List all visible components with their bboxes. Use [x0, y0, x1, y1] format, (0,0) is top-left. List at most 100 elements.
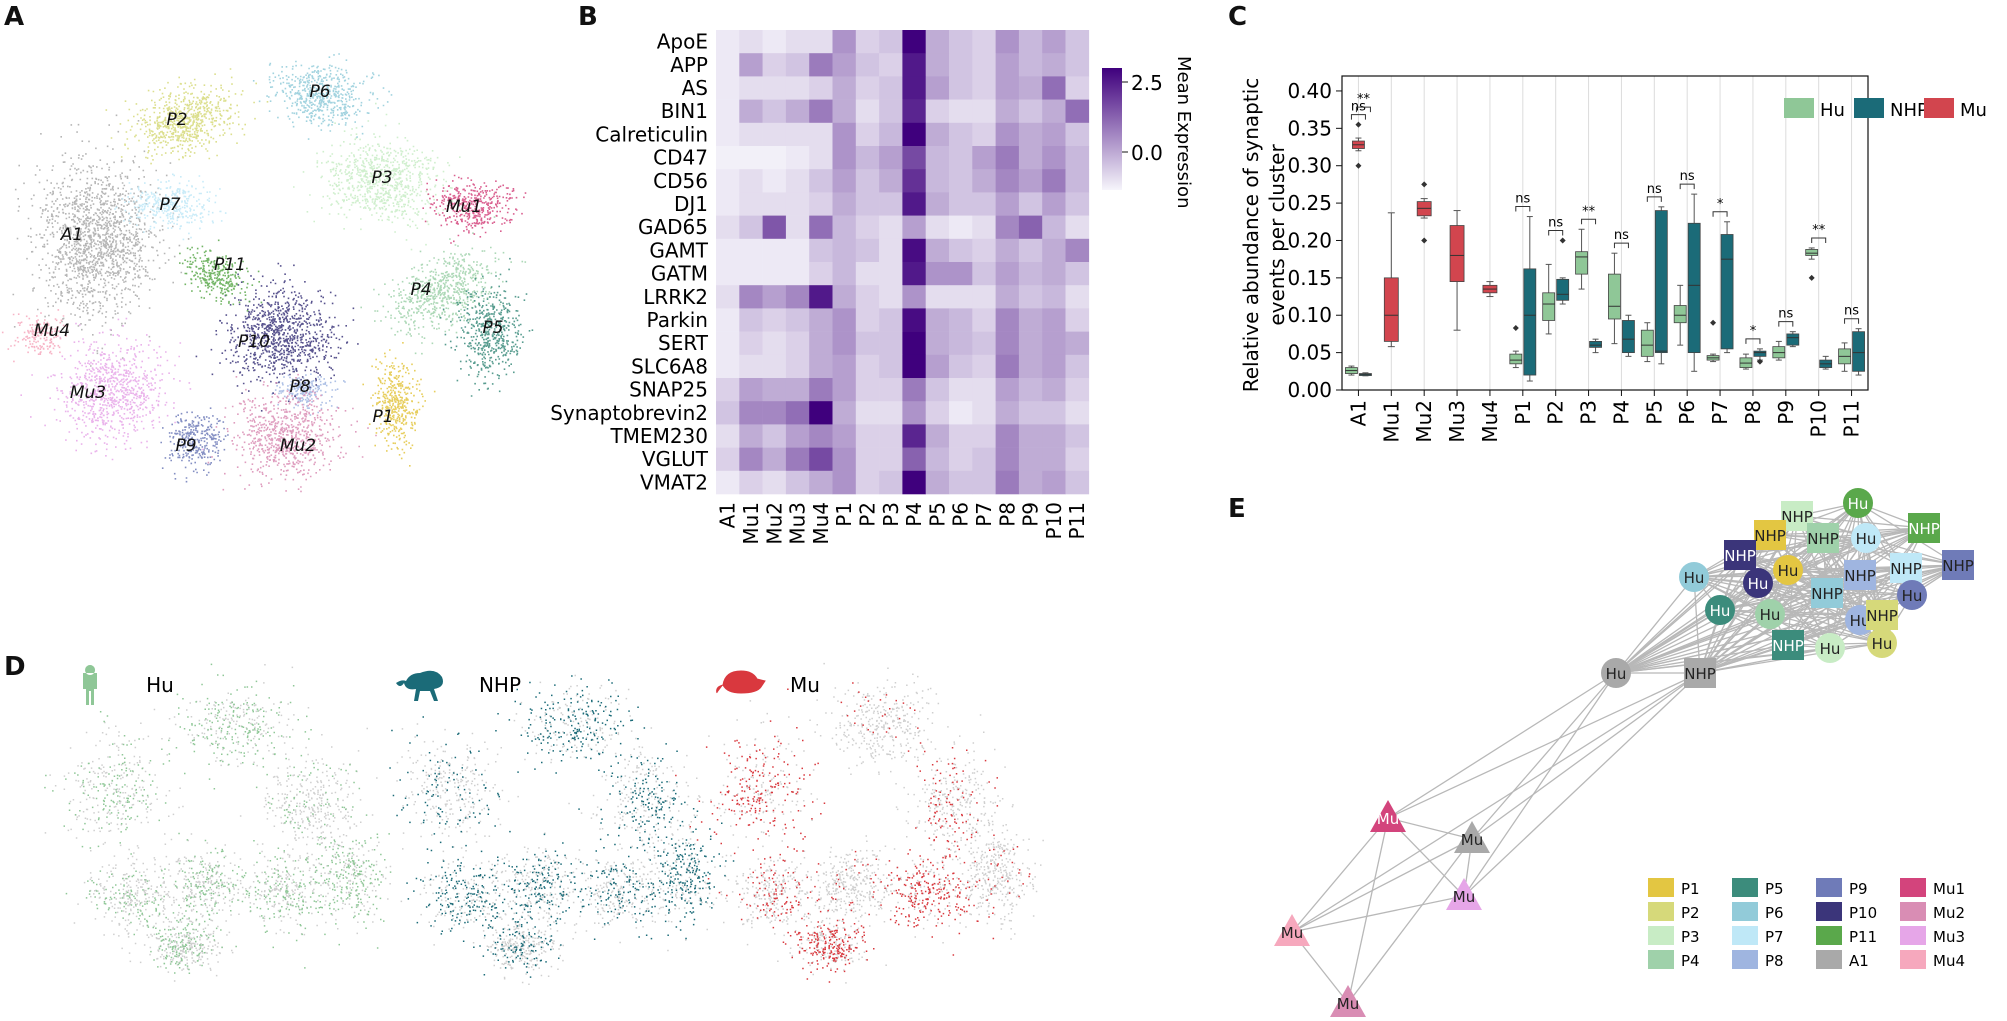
- heatmap-cluster-label: P8: [995, 502, 1019, 527]
- network-node-nhp-p8: NHP: [1844, 560, 1876, 590]
- heatmap-cell: [832, 378, 857, 402]
- y-axis-label-line1: Relative abundance of synaptic: [1239, 78, 1263, 393]
- heatmap-cell: [995, 146, 1020, 170]
- node-shape-square: [1724, 540, 1756, 570]
- heatmap-cell: [855, 354, 880, 379]
- heatmap-cell: [809, 53, 833, 77]
- heatmap-cell: [902, 238, 926, 263]
- cluster-points-p11: [179, 239, 263, 312]
- node-label: Hu: [1902, 587, 1923, 605]
- background-points: [44, 664, 404, 982]
- node-shape-square: [1811, 578, 1843, 608]
- node-label: NHP: [1866, 607, 1898, 625]
- heatmap-gene-label: VMAT2: [640, 470, 708, 494]
- heatmap-cluster-label: Mu1: [739, 502, 763, 545]
- node-shape-square: [1684, 658, 1716, 688]
- network-node-nhp-p9: NHP: [1942, 550, 1974, 580]
- heatmap-cell: [879, 99, 903, 124]
- heatmap-cell: [902, 99, 926, 124]
- heatmap-gene-label: TMEM230: [609, 424, 708, 448]
- legend-swatch-p11: [1816, 926, 1842, 945]
- heatmap-cell: [1042, 401, 1066, 425]
- heatmap-cell: [739, 262, 763, 286]
- node-label: Hu: [1872, 635, 1893, 653]
- heatmap-cell: [785, 99, 810, 124]
- heatmap-cell: [949, 53, 973, 77]
- heatmap-cell: [995, 285, 1020, 309]
- network-edge: [1387, 672, 1617, 819]
- cluster-points-p3: [293, 102, 461, 251]
- heatmap-cell: [1042, 424, 1066, 448]
- heatmap-cell: [972, 99, 996, 124]
- heatmap-cell: [995, 401, 1020, 425]
- box-p9-hu: [1772, 340, 1786, 361]
- heatmap-cell: [925, 285, 950, 309]
- heatmap-cell: [1042, 378, 1066, 402]
- heatmap-cell: [855, 470, 880, 495]
- legend-swatch-p3: [1648, 926, 1674, 945]
- heatmap-cell: [855, 76, 880, 100]
- cluster-points-p5: [439, 257, 534, 397]
- heatmap-cell: [762, 192, 787, 216]
- network-node-nhp-p4: NHP: [1807, 523, 1839, 553]
- cluster-label-p3: P3: [371, 168, 392, 188]
- heatmap-cell: [716, 285, 740, 309]
- heatmap-cell: [809, 76, 833, 100]
- heatmap-cell: [1065, 99, 1090, 124]
- box-flier: [1808, 274, 1815, 281]
- heatmap-cell: [1042, 99, 1066, 124]
- heatmap-cell: [1065, 401, 1090, 425]
- node-label: Hu: [1748, 575, 1769, 593]
- network-edge: [1471, 672, 1701, 840]
- box-p9-nhp: [1786, 331, 1800, 348]
- node-shape-square: [1890, 553, 1922, 583]
- heatmap-cell: [739, 238, 763, 263]
- heatmap-cell: [1018, 470, 1043, 495]
- significance-bracket: [1646, 196, 1662, 202]
- heatmap-cell: [832, 53, 857, 77]
- heatmap-cell: [809, 192, 833, 216]
- heatmap-cell: [762, 76, 787, 100]
- legend-swatch-p5: [1732, 878, 1758, 897]
- heatmap-cell: [1018, 424, 1043, 448]
- network-node-hu-p9: Hu: [1897, 580, 1927, 610]
- legend-label-nhp: NHP: [1890, 100, 1928, 121]
- heatmap-cell: [972, 30, 996, 54]
- legend-label-p3: P3: [1681, 928, 1700, 946]
- box-flier: [1421, 181, 1428, 188]
- y-tick-label: 0.20: [1287, 228, 1332, 252]
- box-p8-nhp: [1753, 348, 1767, 365]
- heatmap-cell: [762, 331, 787, 356]
- heatmap-cell: [949, 470, 973, 495]
- x-tick-label: P9: [1774, 400, 1798, 425]
- heatmap-gene-label: LRRK2: [643, 285, 708, 309]
- box-p11-hu: [1838, 342, 1851, 372]
- network-edge: [1471, 672, 1617, 840]
- node-label: Mu: [1281, 924, 1303, 942]
- significance-bracket: [1355, 106, 1371, 113]
- box-body: [1753, 350, 1767, 357]
- heatmap-cell: [1018, 378, 1043, 402]
- legend-swatch-p1: [1648, 878, 1674, 897]
- heatmap-cell: [995, 424, 1020, 448]
- network-edge: [1387, 817, 1473, 840]
- node-shape-square: [1844, 560, 1876, 590]
- heatmap-cell: [855, 215, 880, 240]
- cluster-label-p6: P6: [309, 82, 330, 102]
- node-label: NHP: [1754, 527, 1786, 545]
- box-body: [1509, 353, 1523, 365]
- heatmap-cell: [785, 192, 810, 216]
- box-mu1-mu: [1383, 212, 1399, 348]
- significance-label: **: [1812, 223, 1826, 238]
- heatmap-cell: [809, 331, 833, 356]
- heatmap-cell: [716, 30, 740, 54]
- heatmap-cell: [739, 30, 763, 54]
- heatmap-cell: [762, 99, 787, 124]
- heatmap-cell: [902, 401, 926, 425]
- heatmap-cell: [739, 192, 763, 216]
- heatmap-cell: [972, 354, 996, 379]
- network-node-mu-a1: Mu: [1454, 821, 1490, 853]
- box-p1-nhp: [1523, 216, 1537, 382]
